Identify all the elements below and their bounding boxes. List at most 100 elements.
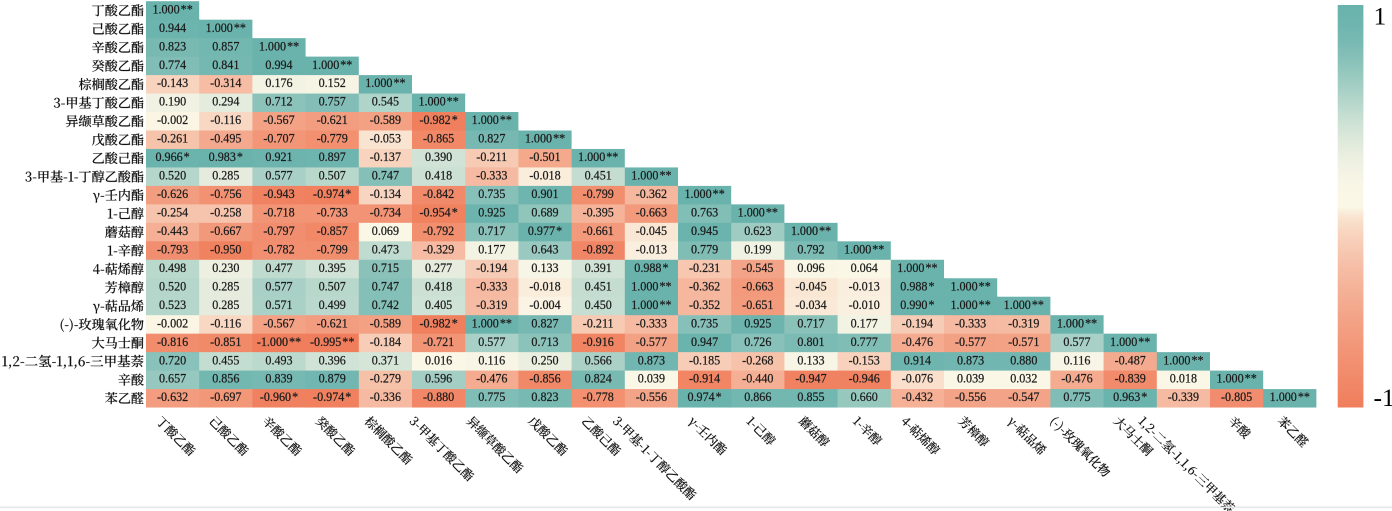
svg-text:-0.707: -0.707 <box>263 132 294 146</box>
svg-text:0.643: 0.643 <box>531 242 558 256</box>
svg-text:-0.279: -0.279 <box>370 372 401 386</box>
svg-text:-0.974*: -0.974* <box>313 187 351 201</box>
svg-text:0.477: 0.477 <box>265 261 292 275</box>
svg-text:0.405: 0.405 <box>425 298 452 312</box>
svg-text:-0.792: -0.792 <box>423 224 454 238</box>
svg-text:-0.487: -0.487 <box>1115 353 1146 367</box>
svg-text:0.116: 0.116 <box>478 353 505 367</box>
svg-text:-0.916: -0.916 <box>583 335 614 349</box>
svg-text:-0.211: -0.211 <box>583 316 614 330</box>
svg-text:-0.045: -0.045 <box>795 279 826 293</box>
svg-text:-0.779: -0.779 <box>317 132 348 146</box>
svg-text:0.880: 0.880 <box>1010 353 1037 367</box>
svg-text:0.945: 0.945 <box>691 224 718 238</box>
svg-text:-0.194: -0.194 <box>476 261 507 275</box>
svg-text:-0.329: -0.329 <box>423 242 454 256</box>
svg-text:-1.000**: -1.000** <box>257 335 301 349</box>
svg-text:0.735: 0.735 <box>478 187 505 201</box>
svg-text:0.715: 0.715 <box>372 261 399 275</box>
svg-text:0.230: 0.230 <box>212 261 239 275</box>
svg-text:0.855: 0.855 <box>797 390 824 404</box>
svg-text:1.000**: 1.000** <box>684 187 724 201</box>
svg-text:0.039: 0.039 <box>638 372 665 386</box>
svg-text:-0.010: -0.010 <box>849 298 880 312</box>
svg-text:0.720: 0.720 <box>159 353 186 367</box>
svg-text:-0.336: -0.336 <box>370 390 401 404</box>
svg-text:-0.261: -0.261 <box>157 132 188 146</box>
svg-text:-0.501: -0.501 <box>529 150 560 164</box>
svg-text:-0.567: -0.567 <box>263 316 294 330</box>
svg-text:1.000**: 1.000** <box>365 76 405 90</box>
svg-text:0.792: 0.792 <box>797 242 824 256</box>
svg-text:0.152: 0.152 <box>319 76 346 90</box>
svg-text:-0.002: -0.002 <box>157 113 188 127</box>
svg-text:0.823: 0.823 <box>531 390 558 404</box>
svg-text:1.000**: 1.000** <box>897 261 937 275</box>
svg-text:0.523: 0.523 <box>159 298 186 312</box>
svg-text:0.857: 0.857 <box>212 39 239 53</box>
svg-text:-0.943: -0.943 <box>263 187 294 201</box>
svg-text:-0.733: -0.733 <box>317 206 348 220</box>
svg-text:0.545: 0.545 <box>372 95 399 109</box>
svg-text:-0.211: -0.211 <box>476 150 507 164</box>
svg-text:0.717: 0.717 <box>478 224 505 238</box>
svg-text:1.000**: 1.000** <box>578 150 618 164</box>
svg-text:0.757: 0.757 <box>319 95 346 109</box>
svg-text:0.285: 0.285 <box>212 169 239 183</box>
svg-text:0.660: 0.660 <box>851 390 878 404</box>
svg-text:-0.432: -0.432 <box>902 390 933 404</box>
svg-text:0.841: 0.841 <box>212 58 239 72</box>
svg-text:0.418: 0.418 <box>425 169 452 183</box>
svg-text:-0.756: -0.756 <box>210 187 241 201</box>
svg-text:-0.184: -0.184 <box>370 335 401 349</box>
svg-text:-0.793: -0.793 <box>157 242 188 256</box>
svg-text:-0.137: -0.137 <box>370 150 401 164</box>
svg-text:-0.960*: -0.960* <box>260 390 298 404</box>
svg-text:0.395: 0.395 <box>319 261 346 275</box>
svg-text:0.925: 0.925 <box>744 316 771 330</box>
svg-text:0.507: 0.507 <box>319 169 346 183</box>
svg-text:0.824: 0.824 <box>585 372 612 386</box>
svg-text:0.507: 0.507 <box>319 279 346 293</box>
svg-text:0.713: 0.713 <box>531 335 558 349</box>
svg-text:-0.045: -0.045 <box>636 224 667 238</box>
svg-text:-0.185: -0.185 <box>689 353 720 367</box>
svg-text:-0.626: -0.626 <box>157 187 188 201</box>
svg-text:0.177: 0.177 <box>851 316 878 330</box>
svg-text:1.000**: 1.000** <box>152 2 192 16</box>
svg-text:1.000**: 1.000** <box>206 21 246 35</box>
svg-text:-0.663: -0.663 <box>636 206 667 220</box>
svg-text:0.018: 0.018 <box>1170 372 1197 386</box>
svg-text:-0.362: -0.362 <box>689 279 720 293</box>
svg-text:0.499: 0.499 <box>319 298 346 312</box>
svg-text:-0.362: -0.362 <box>636 187 667 201</box>
svg-text:0.577: 0.577 <box>265 169 292 183</box>
svg-text:-0.663: -0.663 <box>742 279 773 293</box>
svg-text:0.712: 0.712 <box>265 95 292 109</box>
svg-text:0.396: 0.396 <box>319 353 346 367</box>
svg-text:0.566: 0.566 <box>585 353 612 367</box>
svg-text:0.250: 0.250 <box>531 353 558 367</box>
svg-text:-0.116: -0.116 <box>210 316 241 330</box>
svg-text:-0.857: -0.857 <box>317 224 348 238</box>
svg-text:0.717: 0.717 <box>797 316 824 330</box>
svg-text:1.000**: 1.000** <box>1057 316 1097 330</box>
svg-text:0.116: 0.116 <box>1064 353 1091 367</box>
svg-text:0.777: 0.777 <box>851 335 878 349</box>
svg-text:0.779: 0.779 <box>691 242 718 256</box>
svg-text:-0.721: -0.721 <box>423 335 454 349</box>
svg-text:0.983*: 0.983* <box>209 150 243 164</box>
svg-text:-0.577: -0.577 <box>636 335 667 349</box>
svg-text:-0.395: -0.395 <box>583 206 614 220</box>
svg-text:0.801: 0.801 <box>797 335 824 349</box>
svg-text:0.742: 0.742 <box>372 298 399 312</box>
svg-text:0.879: 0.879 <box>319 372 346 386</box>
svg-text:0.747: 0.747 <box>372 169 399 183</box>
svg-text:0.577: 0.577 <box>478 335 505 349</box>
svg-text:-0.002: -0.002 <box>157 316 188 330</box>
svg-text:-0.734: -0.734 <box>370 206 401 220</box>
svg-text:0.735: 0.735 <box>691 316 718 330</box>
svg-text:0.498: 0.498 <box>159 261 186 275</box>
svg-text:0.839: 0.839 <box>265 372 292 386</box>
svg-text:0.873: 0.873 <box>638 353 665 367</box>
